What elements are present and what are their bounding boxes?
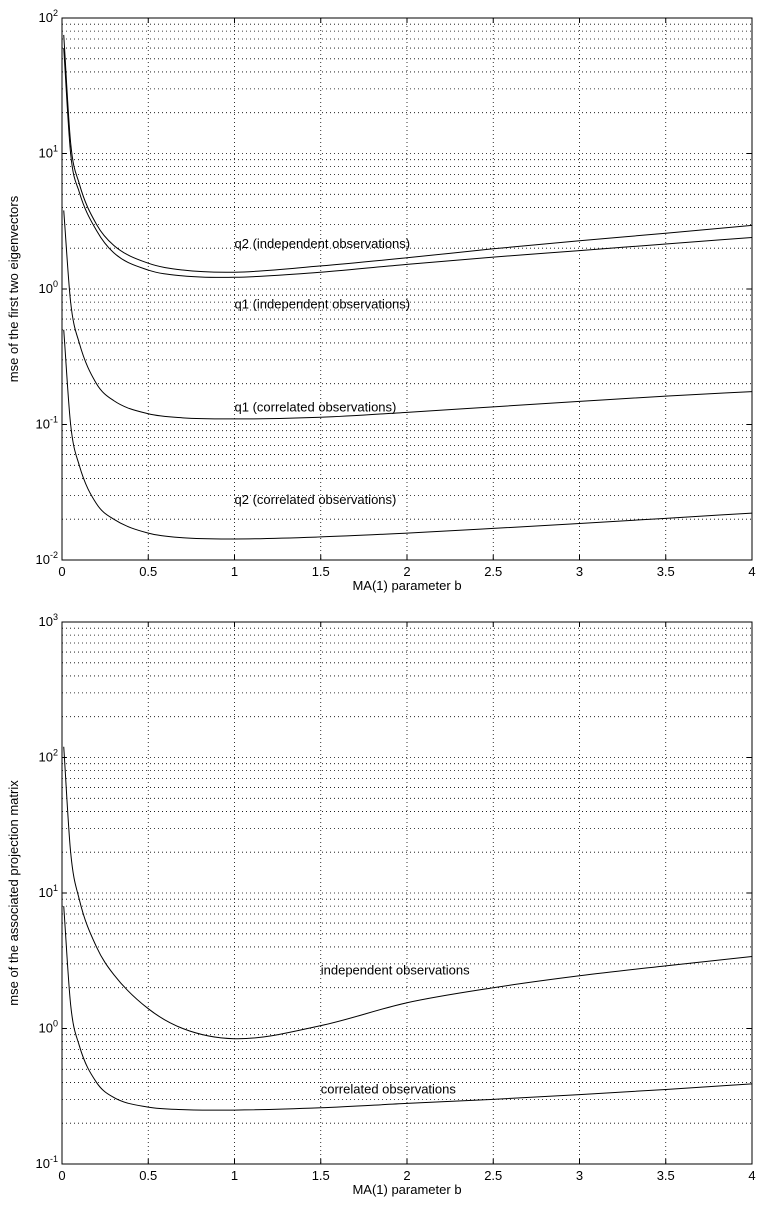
x-tick-label: 2 bbox=[403, 564, 410, 579]
series-annotation: q1 (correlated observations) bbox=[235, 399, 397, 414]
y-axis-label: mse of the first two eigenvectors bbox=[6, 195, 21, 382]
series-annotation: q2 (independent observations) bbox=[235, 236, 411, 251]
y-tick-base: 10 bbox=[36, 1156, 50, 1171]
y-tick-label: 10-1 bbox=[36, 1154, 58, 1171]
x-tick-label: 3.5 bbox=[657, 1168, 675, 1183]
x-tick-label: 0 bbox=[58, 564, 65, 579]
y-tick-label: 10-1 bbox=[36, 415, 58, 432]
plot-frame bbox=[61, 17, 753, 561]
series-annotation: q2 (correlated observations) bbox=[235, 492, 397, 507]
x-tick-label: 0.5 bbox=[139, 1168, 157, 1183]
series-line-1 bbox=[63, 746, 753, 1040]
y-axis-label: mse of the associated projection matrix bbox=[6, 780, 21, 1006]
series-annotation: independent observations bbox=[321, 963, 470, 978]
y-tick-base: 10 bbox=[39, 750, 53, 765]
y-tick-exponent: 1 bbox=[53, 144, 58, 154]
x-tick-label: 2.5 bbox=[484, 1168, 502, 1183]
series-line-2 bbox=[63, 48, 753, 278]
y-tick-label: 103 bbox=[39, 612, 58, 629]
x-tick-label: 2 bbox=[403, 1168, 410, 1183]
x-tick-label: 0.5 bbox=[139, 564, 157, 579]
y-tick-exponent: 1 bbox=[53, 883, 58, 893]
chart-projection-matrix: 0 0.5 1 1.5 2 2.5 3 3.5 410-1100101102103indepen… bbox=[6, 612, 756, 1197]
x-tick-label: 3.5 bbox=[657, 564, 675, 579]
y-tick-base: 10 bbox=[39, 1021, 53, 1036]
y-tick-exponent: 0 bbox=[53, 1019, 58, 1029]
series-line-3 bbox=[63, 210, 753, 420]
x-tick-label: 4 bbox=[748, 1168, 755, 1183]
x-tick-label: 3 bbox=[576, 564, 583, 579]
x-axis-label: MA(1) parameter b bbox=[352, 578, 461, 593]
x-tick-label: 2.5 bbox=[484, 564, 502, 579]
y-tick-label: 102 bbox=[39, 748, 58, 765]
y-tick-base: 10 bbox=[39, 885, 53, 900]
y-tick-base: 10 bbox=[36, 552, 50, 567]
series-line-4 bbox=[63, 329, 753, 540]
y-tick-exponent: 2 bbox=[53, 748, 58, 758]
series-line-2 bbox=[63, 906, 753, 1111]
y-tick-base: 10 bbox=[36, 417, 50, 432]
y-tick-base: 10 bbox=[39, 10, 53, 25]
x-tick-label: 1 bbox=[231, 564, 238, 579]
series-annotation: q1 (independent observations) bbox=[235, 296, 411, 311]
y-tick-label: 10-2 bbox=[36, 550, 58, 567]
series-line-1 bbox=[63, 34, 753, 273]
y-tick-label: 100 bbox=[39, 1019, 58, 1036]
y-tick-exponent: 0 bbox=[53, 279, 58, 289]
y-tick-exponent: 2 bbox=[53, 8, 58, 18]
x-tick-label: 0 bbox=[58, 1168, 65, 1183]
y-tick-label: 102 bbox=[39, 8, 58, 25]
y-tick-exponent: 3 bbox=[53, 612, 58, 622]
y-tick-exponent: -1 bbox=[50, 415, 58, 425]
x-tick-label: 3 bbox=[576, 1168, 583, 1183]
x-tick-label: 1 bbox=[231, 1168, 238, 1183]
x-axis-label: MA(1) parameter b bbox=[352, 1182, 461, 1197]
y-tick-label: 100 bbox=[39, 279, 58, 296]
y-tick-label: 101 bbox=[39, 883, 58, 900]
series-annotation: correlated observations bbox=[321, 1082, 457, 1097]
y-tick-base: 10 bbox=[39, 146, 53, 161]
y-tick-exponent: -1 bbox=[50, 1154, 58, 1164]
y-tick-exponent: -2 bbox=[50, 550, 58, 560]
y-tick-base: 10 bbox=[39, 614, 53, 629]
x-tick-label: 1.5 bbox=[312, 564, 330, 579]
y-tick-base: 10 bbox=[39, 281, 53, 296]
y-tick-label: 101 bbox=[39, 144, 58, 161]
x-tick-label: 4 bbox=[748, 564, 755, 579]
plot-frame bbox=[61, 621, 753, 1165]
x-tick-label: 1.5 bbox=[312, 1168, 330, 1183]
